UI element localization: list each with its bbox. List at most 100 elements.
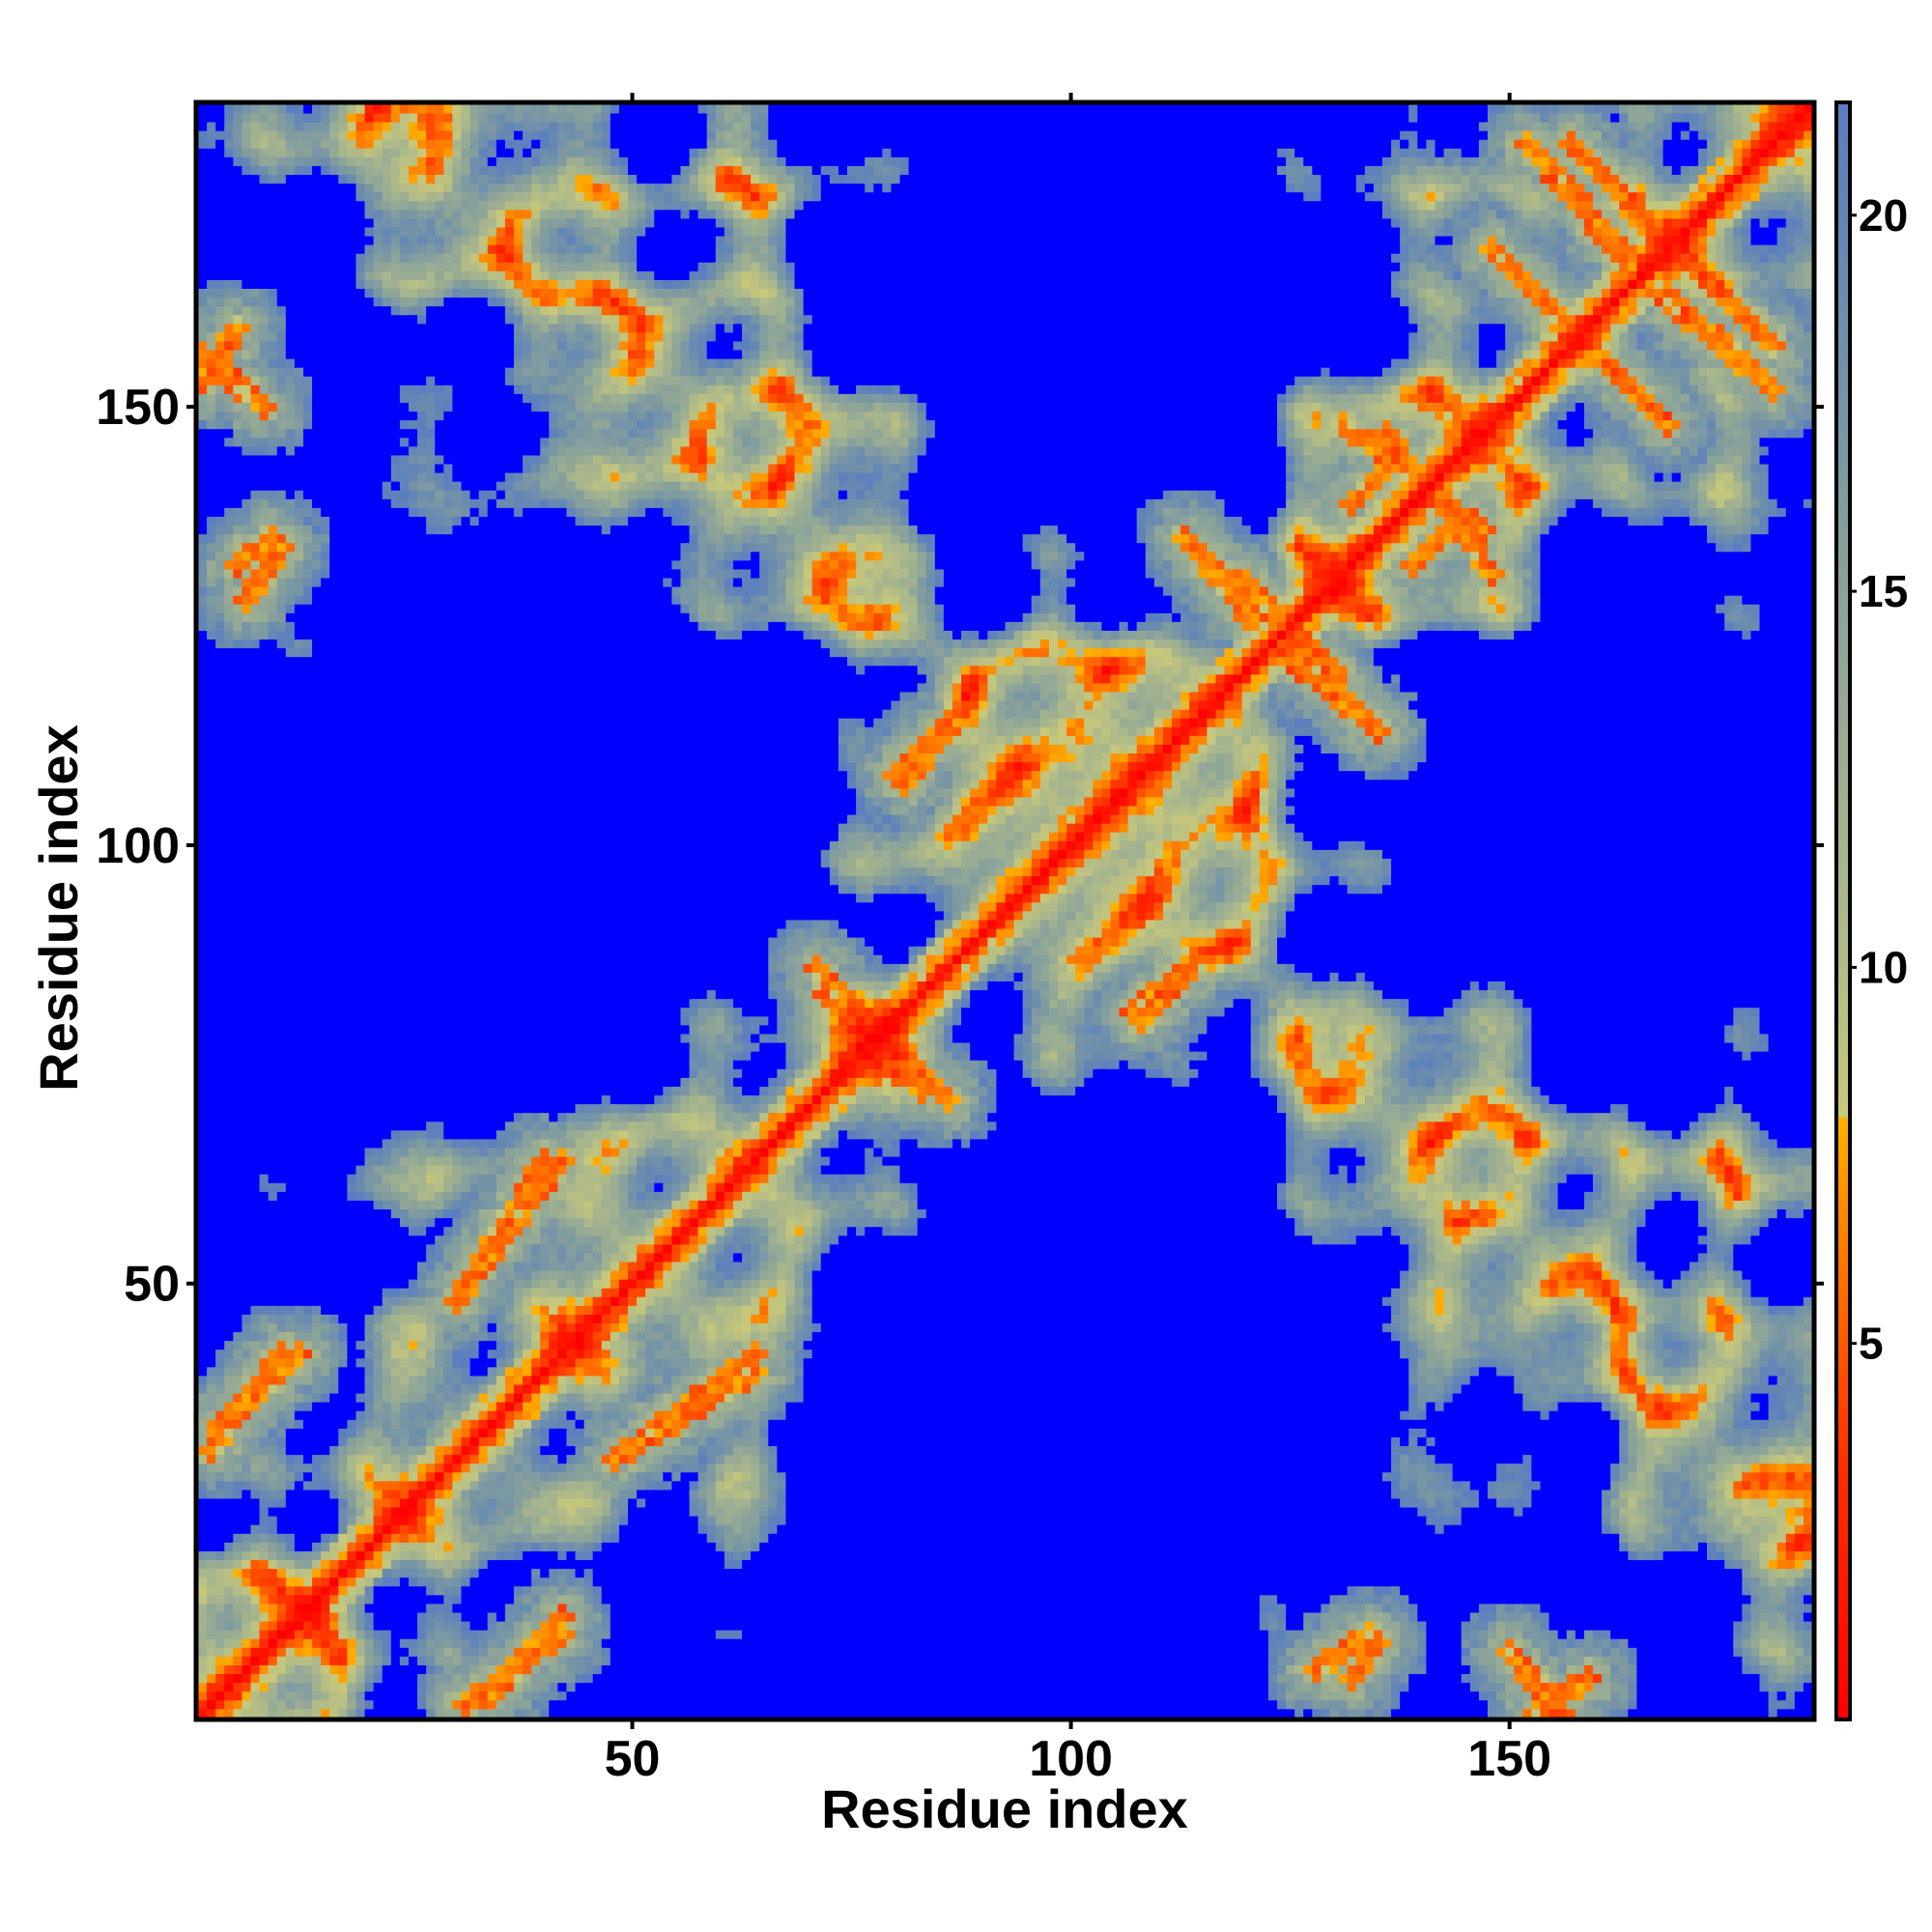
heatmap-cell [268,402,278,412]
heatmap-cell [198,1060,208,1069]
heatmap-cell [198,1647,208,1657]
heatmap-cell [347,1436,356,1447]
heatmap-cell [276,744,287,754]
heatmap-cell [294,692,304,701]
heatmap-cell [242,1086,251,1095]
heatmap-cell [329,1454,339,1464]
heatmap-cell [276,884,287,895]
heatmap-cell [268,1463,278,1473]
heatmap-cell [390,1243,401,1254]
heatmap-cell [312,1594,322,1605]
heatmap-cell [242,1252,251,1263]
heatmap-cell [302,437,313,447]
heatmap-cell [426,331,436,342]
heatmap-cell [382,630,392,640]
heatmap-cell [338,113,348,123]
heatmap-cell [224,787,234,798]
heatmap-cell [215,683,225,693]
heatmap-cell [215,279,225,289]
heatmap-cell [259,1664,270,1675]
heatmap-cell [321,595,330,605]
heatmap-cell [408,849,418,859]
heatmap-cell [329,1086,339,1095]
heatmap-cell [198,305,208,316]
heatmap-cell [259,1129,270,1140]
heatmap-cell [233,1490,242,1499]
heatmap-cell [347,1138,356,1149]
heatmap-cell [224,1288,234,1297]
heatmap-cell [285,411,296,421]
heatmap-cell [259,867,270,877]
heatmap-cell [215,1682,225,1692]
heatmap-cell [373,297,384,307]
heatmap-cell [285,490,296,499]
heatmap-cell [207,963,216,973]
heatmap-cell [408,1507,418,1517]
heatmap-cell [215,1015,225,1026]
heatmap-cell [312,1243,322,1254]
heatmap-cell [294,840,304,850]
heatmap-cell [294,770,304,781]
heatmap-cell [259,779,270,789]
heatmap-cell [215,1340,225,1350]
heatmap-cell [312,384,322,394]
heatmap-cell [294,1262,304,1271]
heatmap-cell [426,1463,436,1473]
heatmap-cell [408,1015,418,1026]
heatmap-cell [355,787,365,798]
heatmap-cell [329,1024,339,1035]
heatmap-cell [399,692,410,701]
heatmap-cell [312,1647,322,1657]
heatmap-cell [250,1708,260,1719]
heatmap-cell [268,875,278,886]
heatmap-cell [198,1585,208,1596]
heatmap-cell [207,209,216,219]
heatmap-cell [426,314,436,325]
heatmap-cell [302,1103,313,1114]
heatmap-cell [302,1604,313,1613]
heatmap-cell [276,1699,287,1710]
heatmap-cell [224,1410,234,1420]
heatmap-cell [294,1568,304,1578]
heatmap-cell [417,1034,427,1043]
heatmap-cell [417,1419,427,1429]
heatmap-cell [198,376,208,385]
heatmap-cell [321,1243,330,1254]
heatmap-cell [417,639,427,649]
heatmap-cell [355,937,365,947]
heatmap-cell [276,323,287,333]
heatmap-cell [242,1594,251,1605]
heatmap-cell [382,989,392,1000]
heatmap-cell [207,481,216,491]
heatmap-cell [276,1445,287,1456]
heatmap-cell [302,1024,313,1035]
heatmap-cell [355,1699,365,1710]
heatmap-cell [233,1007,242,1017]
heatmap-cell [373,1208,384,1219]
heatmap-cell [215,1226,225,1236]
heatmap-cell [276,1568,287,1578]
heatmap-cell [382,270,392,280]
heatmap-cell [347,779,356,789]
heatmap-cell [312,1682,322,1692]
heatmap-cell [364,341,375,351]
heatmap-cell [390,1191,401,1201]
heatmap-cell [224,1331,234,1342]
heatmap-cell [198,542,208,553]
heatmap-cell [285,437,296,447]
heatmap-cell [224,901,234,912]
heatmap-cell [338,1121,348,1131]
heatmap-cell [207,1436,216,1447]
heatmap-cell [250,604,260,613]
heatmap-cell [198,700,208,710]
heatmap-cell [198,1454,208,1464]
heatmap-cell [198,840,208,850]
heatmap-cell [233,244,242,254]
heatmap-cell [329,753,339,763]
heatmap-cell [338,331,348,342]
heatmap-cell [285,445,296,456]
heatmap-cell [207,1305,216,1315]
heatmap-cell [355,1314,365,1323]
heatmap-cell [321,262,330,271]
heatmap-cell [312,621,322,631]
